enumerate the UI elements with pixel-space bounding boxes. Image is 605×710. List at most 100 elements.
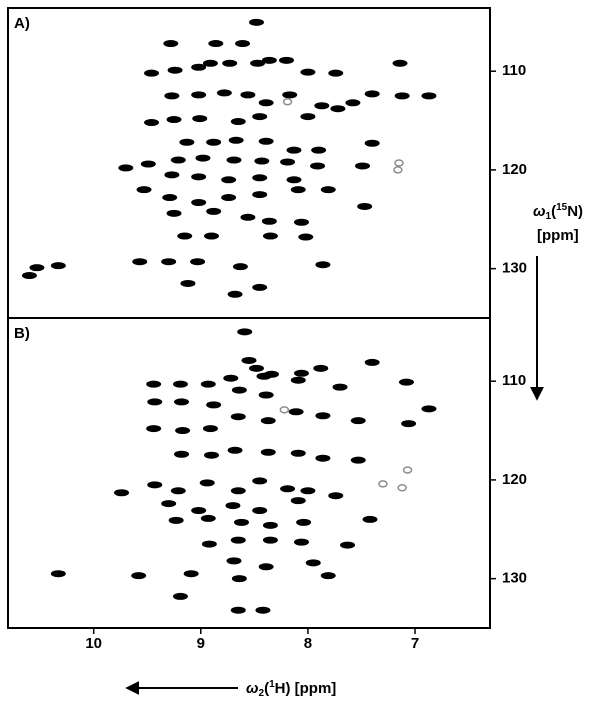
peak (161, 258, 177, 266)
peak (290, 497, 306, 505)
peak (288, 408, 304, 416)
y-tick-label: 120 (502, 471, 527, 488)
peak (21, 272, 37, 280)
peak (258, 391, 274, 399)
peak (340, 541, 356, 549)
peak (282, 91, 298, 99)
peak (170, 487, 186, 495)
peak (183, 570, 199, 578)
peak (313, 364, 329, 372)
peak (252, 507, 268, 515)
y-tick-label: 130 (502, 260, 527, 277)
peak (300, 113, 316, 121)
peak (290, 376, 306, 384)
x-label-subscript: 2 (259, 688, 265, 699)
peak (206, 207, 222, 215)
peak (202, 59, 218, 67)
peak (350, 456, 366, 464)
peak (192, 115, 208, 123)
peak (144, 119, 160, 127)
peak (320, 572, 336, 580)
peak (248, 18, 264, 26)
peak (231, 575, 247, 583)
peak (262, 536, 278, 544)
y-label-symbol: ω (533, 203, 546, 220)
x-tick-label: 10 (85, 635, 102, 652)
y-tick-label: 110 (502, 62, 526, 79)
peak (258, 137, 274, 145)
peak (255, 606, 271, 614)
peak (174, 398, 190, 406)
peak (199, 479, 215, 487)
peak (421, 405, 437, 413)
peak (293, 538, 309, 546)
minor-peak (279, 406, 290, 414)
peak (170, 156, 186, 164)
peak (147, 481, 163, 489)
peak (226, 156, 242, 164)
peak (401, 420, 417, 428)
peak (216, 89, 232, 97)
peak (300, 68, 316, 76)
peak (195, 154, 211, 162)
peak (280, 158, 296, 166)
peak (228, 136, 244, 144)
peak (250, 59, 266, 67)
peak (226, 557, 242, 565)
panel-label: B) (14, 325, 30, 342)
peak (364, 358, 380, 366)
peak (252, 174, 268, 182)
peak (164, 171, 180, 179)
minor-peak (394, 159, 404, 167)
peak (278, 56, 294, 64)
peak (258, 563, 274, 571)
peak (50, 262, 66, 270)
peak (225, 502, 241, 510)
peak (328, 492, 344, 500)
minor-peak (393, 166, 403, 174)
peak (161, 500, 177, 508)
peak (206, 401, 222, 409)
peak (191, 173, 207, 181)
y-label-superscript: 15 (556, 202, 568, 213)
panel-label: A) (14, 15, 30, 32)
peak (230, 536, 246, 544)
peak (167, 66, 183, 74)
peak (175, 427, 191, 435)
peak (258, 99, 274, 107)
peak (280, 485, 296, 493)
peak (293, 369, 309, 377)
x-tick-label: 9 (197, 635, 205, 652)
peak (357, 202, 373, 210)
peak (191, 198, 207, 206)
peak (222, 59, 238, 67)
peak (392, 59, 408, 67)
peak (114, 489, 130, 497)
peak (254, 157, 270, 165)
peak (262, 521, 278, 529)
peak (421, 92, 437, 100)
peak (310, 162, 326, 170)
y-tick-label: 130 (502, 570, 527, 587)
peak (330, 105, 346, 113)
peak (286, 146, 302, 154)
peak (315, 412, 331, 420)
x-label-text: H) [ppm] (275, 680, 337, 697)
peak (315, 261, 331, 269)
minor-peak (397, 484, 407, 492)
y-label-subscript: 1 (546, 211, 552, 222)
peak (290, 186, 306, 194)
peak (162, 194, 178, 202)
peak (293, 218, 309, 226)
peak (200, 514, 216, 522)
peak (163, 40, 179, 48)
peak (223, 374, 239, 382)
peak (252, 113, 268, 121)
peak (286, 176, 302, 184)
peak (146, 425, 162, 433)
peak (260, 448, 276, 456)
peak (260, 417, 276, 425)
peak (248, 364, 264, 372)
x-label-text: ( (264, 680, 269, 697)
